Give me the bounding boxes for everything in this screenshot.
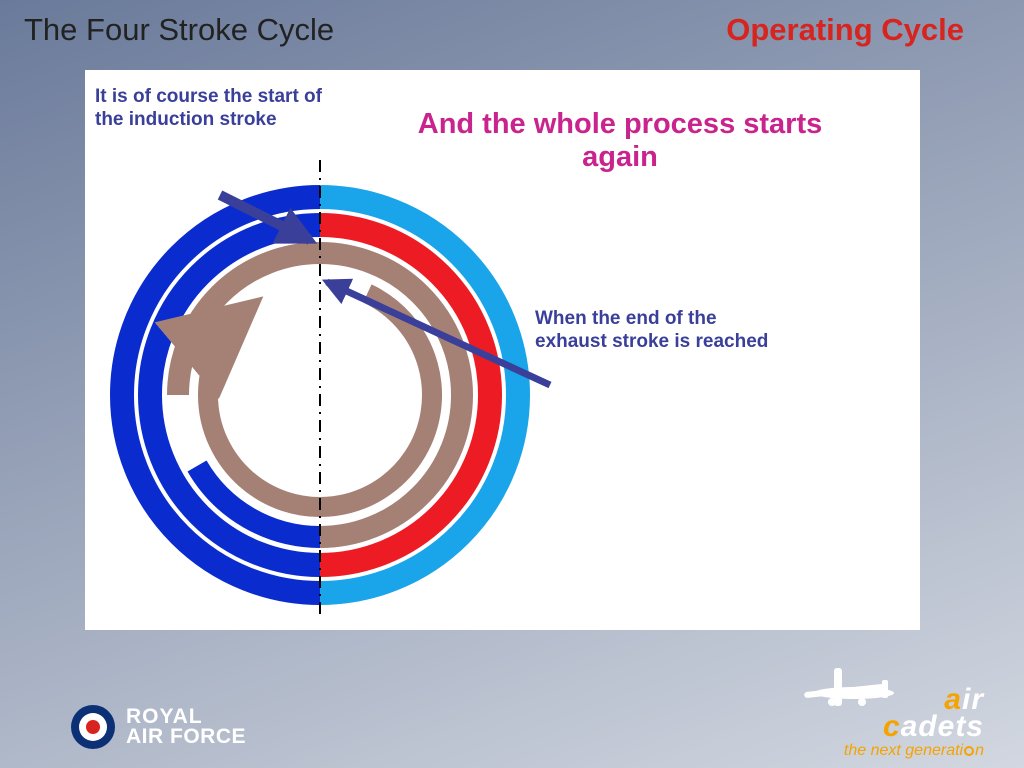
air-cadets-tagline: the next generatin xyxy=(844,742,984,760)
air-cadets-wordmark: air cadets xyxy=(844,686,984,740)
raf-logo: ROYAL AIR FORCE xyxy=(70,704,246,750)
raf-roundel-icon xyxy=(70,704,116,750)
raf-text: ROYAL AIR FORCE xyxy=(126,707,246,747)
slide-footer: ROYAL AIR FORCE air cadets the next gene… xyxy=(0,658,1024,768)
header-left-title: The Four Stroke Cycle xyxy=(24,12,334,48)
raf-line1: ROYAL xyxy=(126,707,246,727)
raf-line2: AIR FORCE xyxy=(126,727,246,747)
slide-header: The Four Stroke Cycle Operating Cycle xyxy=(0,0,1024,60)
air-cadets-logo: air cadets the next generatin xyxy=(844,686,984,760)
header-right-title: Operating Cycle xyxy=(726,12,964,48)
annotation-induction-start: It is of course the start of the inducti… xyxy=(95,86,355,132)
content-panel: It is of course the start of the inducti… xyxy=(85,70,920,630)
cycle-diagram xyxy=(95,140,575,620)
